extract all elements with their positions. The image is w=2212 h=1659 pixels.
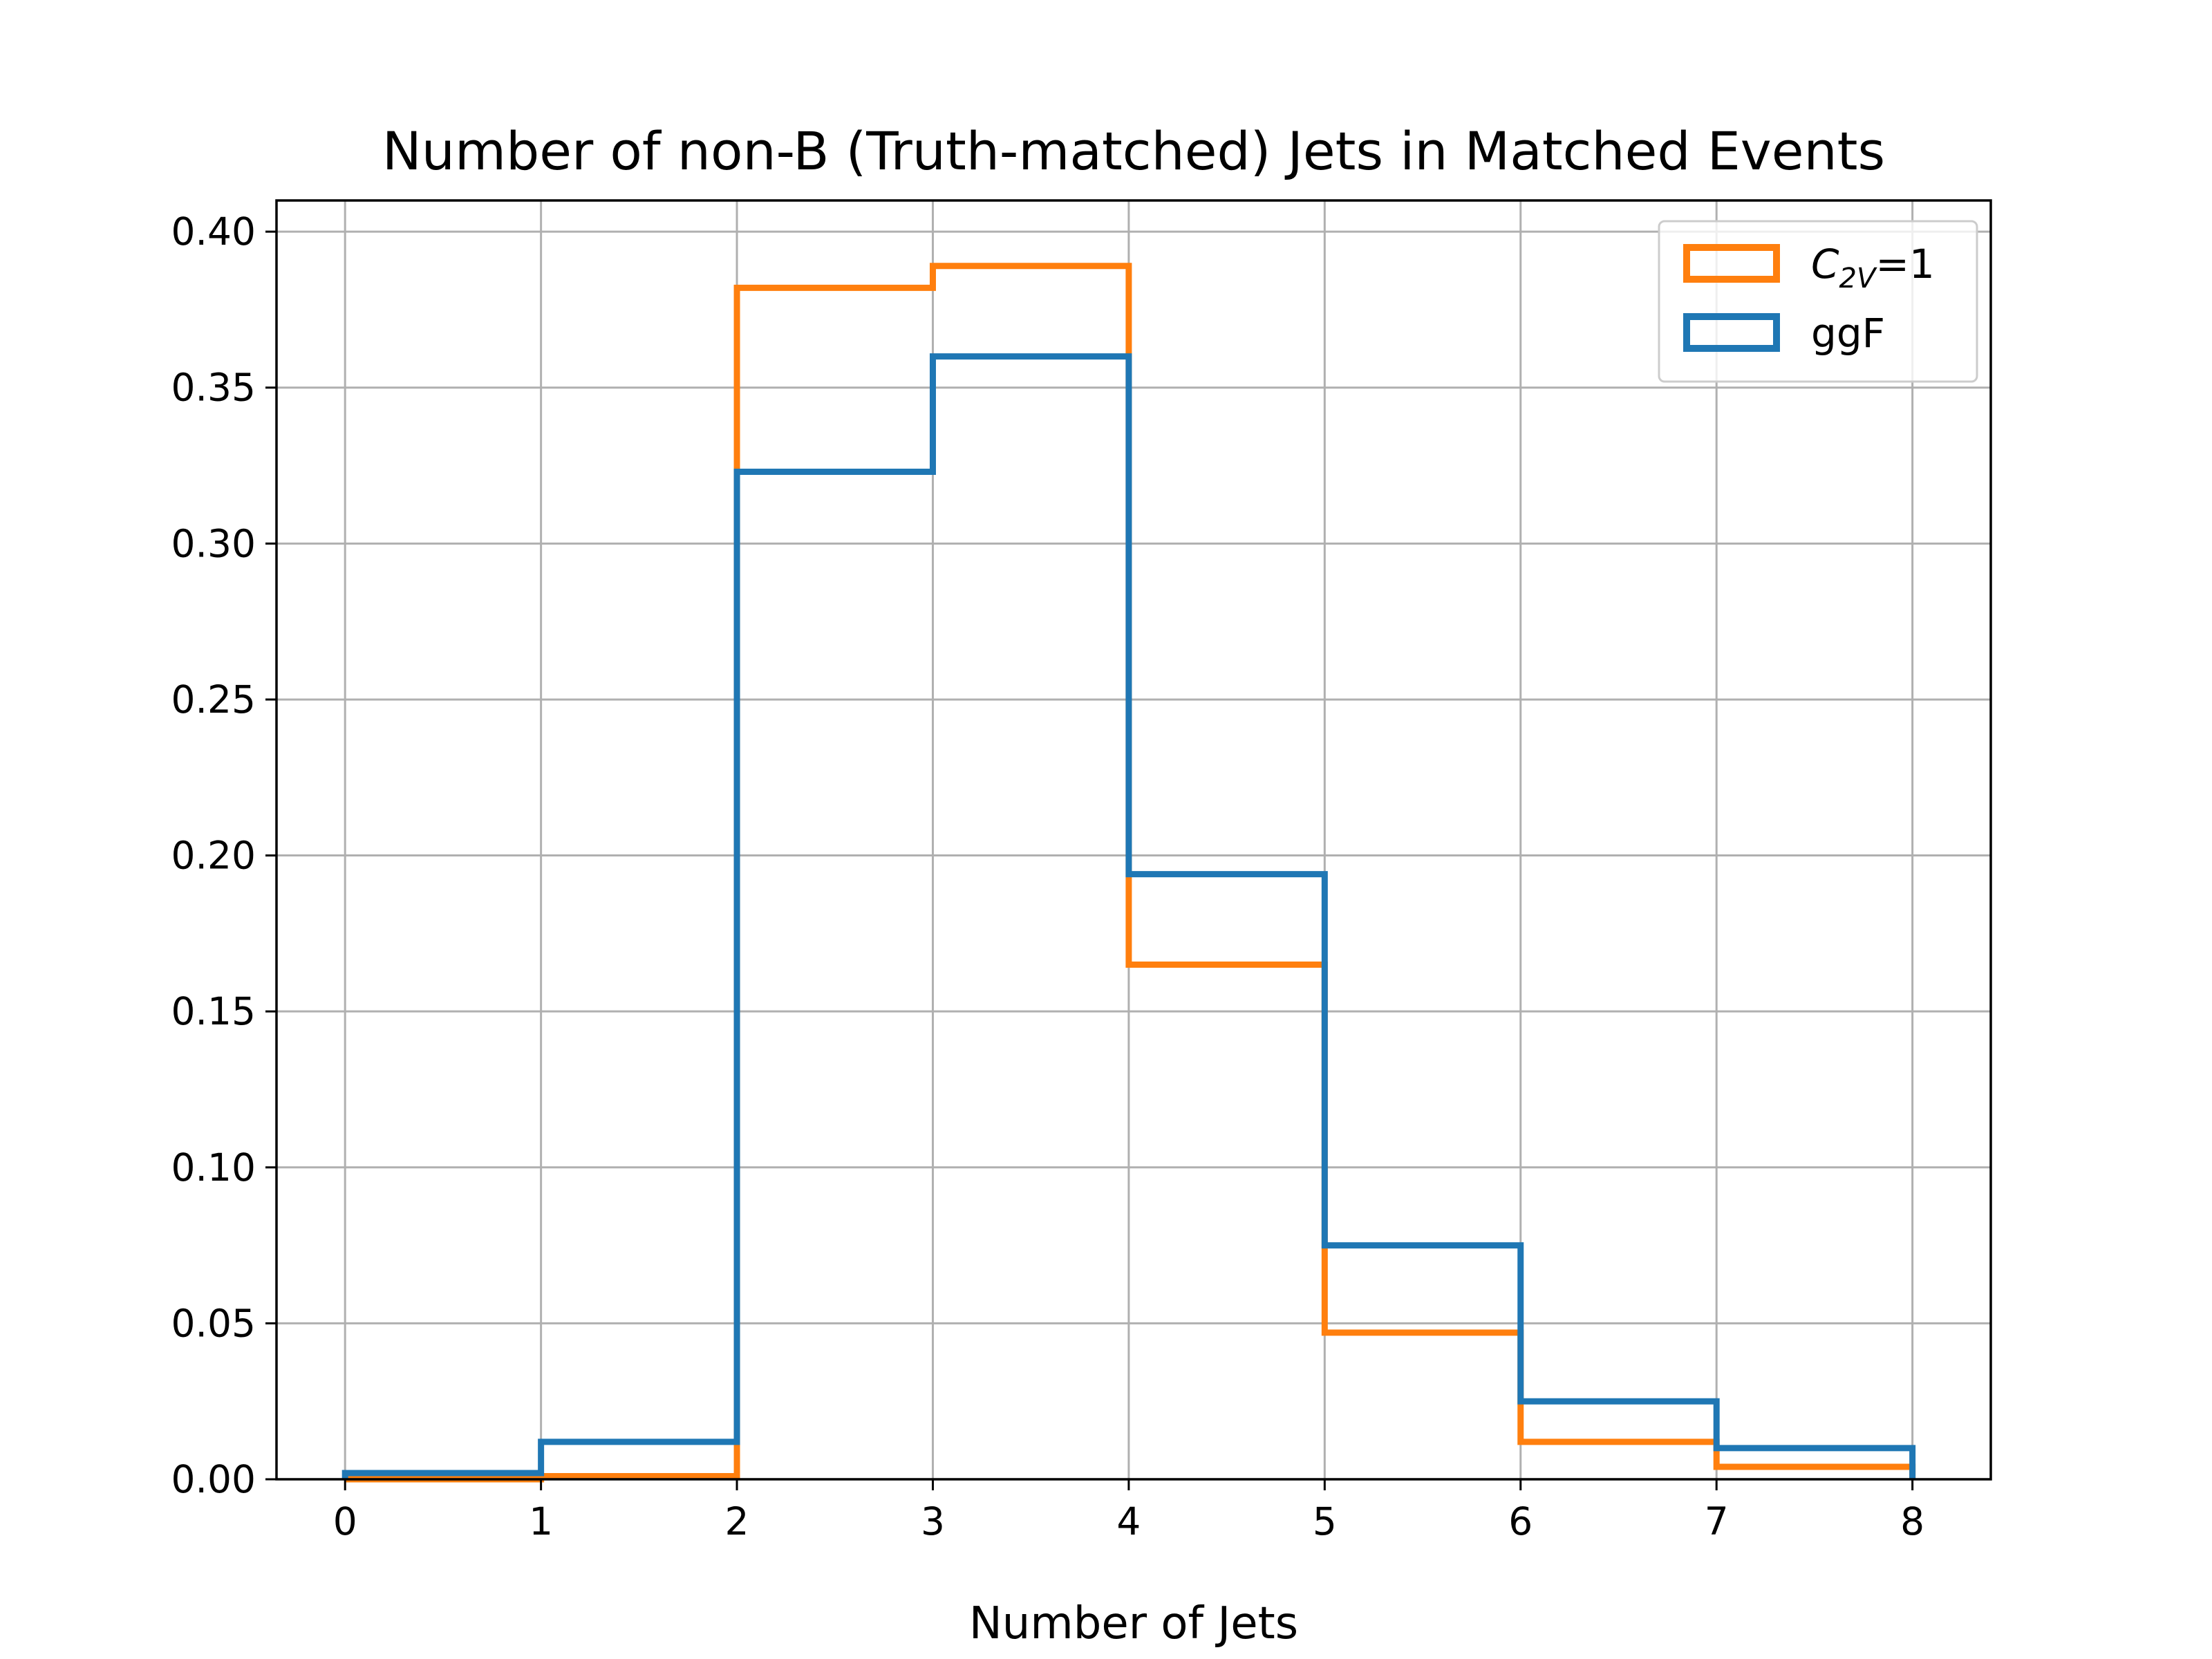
x-tick-label: 3	[921, 1499, 945, 1544]
x-tick-label: 5	[1313, 1499, 1337, 1544]
legend-swatch-c2v	[1683, 244, 1780, 283]
legend-c2v-rest: =1	[1875, 241, 1935, 288]
axis-ticks: 0 1 2 3 4 5 6 7 8 0.00 0.05 0.10 0.15 0.20 0.25 0.30 0.3…	[171, 209, 1925, 1544]
x-axis-label: Number of Jets	[969, 1598, 1298, 1649]
x-tick-label: 4	[1116, 1499, 1141, 1544]
y-tick-label: 0.35	[171, 366, 256, 410]
legend-swatch-ggf	[1683, 313, 1780, 352]
legend-c2v-base: C	[1811, 241, 1839, 288]
legend-frame	[1658, 220, 1978, 383]
y-tick-label: 0.25	[171, 677, 256, 722]
histogram-step-outline	[341, 353, 1916, 1479]
y-tick-label: 0.10	[171, 1145, 256, 1190]
y-tick-label: 0.30	[171, 521, 256, 565]
legend-label-ggf: ggF	[1811, 310, 1885, 357]
x-tick-label: 2	[725, 1499, 749, 1544]
chart-title: Number of non-B (Truth-matched) Jets in …	[382, 120, 1885, 182]
histogram-series	[341, 263, 1916, 1483]
x-tick-label: 8	[1900, 1499, 1924, 1544]
y-tick-label: 0.40	[171, 209, 256, 254]
y-tick-label: 0.20	[171, 834, 256, 878]
legend-label-c2v: C2V=1	[1811, 241, 1935, 294]
x-tick-label: 6	[1508, 1499, 1533, 1544]
series-ggf	[341, 353, 1916, 1479]
legend-c2v-subscript: 2V	[1839, 263, 1877, 294]
axes-frame	[275, 199, 1992, 1481]
x-tick-label: 1	[529, 1499, 553, 1544]
y-tick-label: 0.00	[171, 1457, 256, 1501]
legend: C2V=1 ggF	[1658, 220, 1978, 383]
x-tick-label: 7	[1705, 1499, 1729, 1544]
x-tick-label: 0	[333, 1499, 357, 1544]
y-tick-label: 0.15	[171, 989, 256, 1033]
y-tick-label: 0.05	[171, 1301, 256, 1345]
